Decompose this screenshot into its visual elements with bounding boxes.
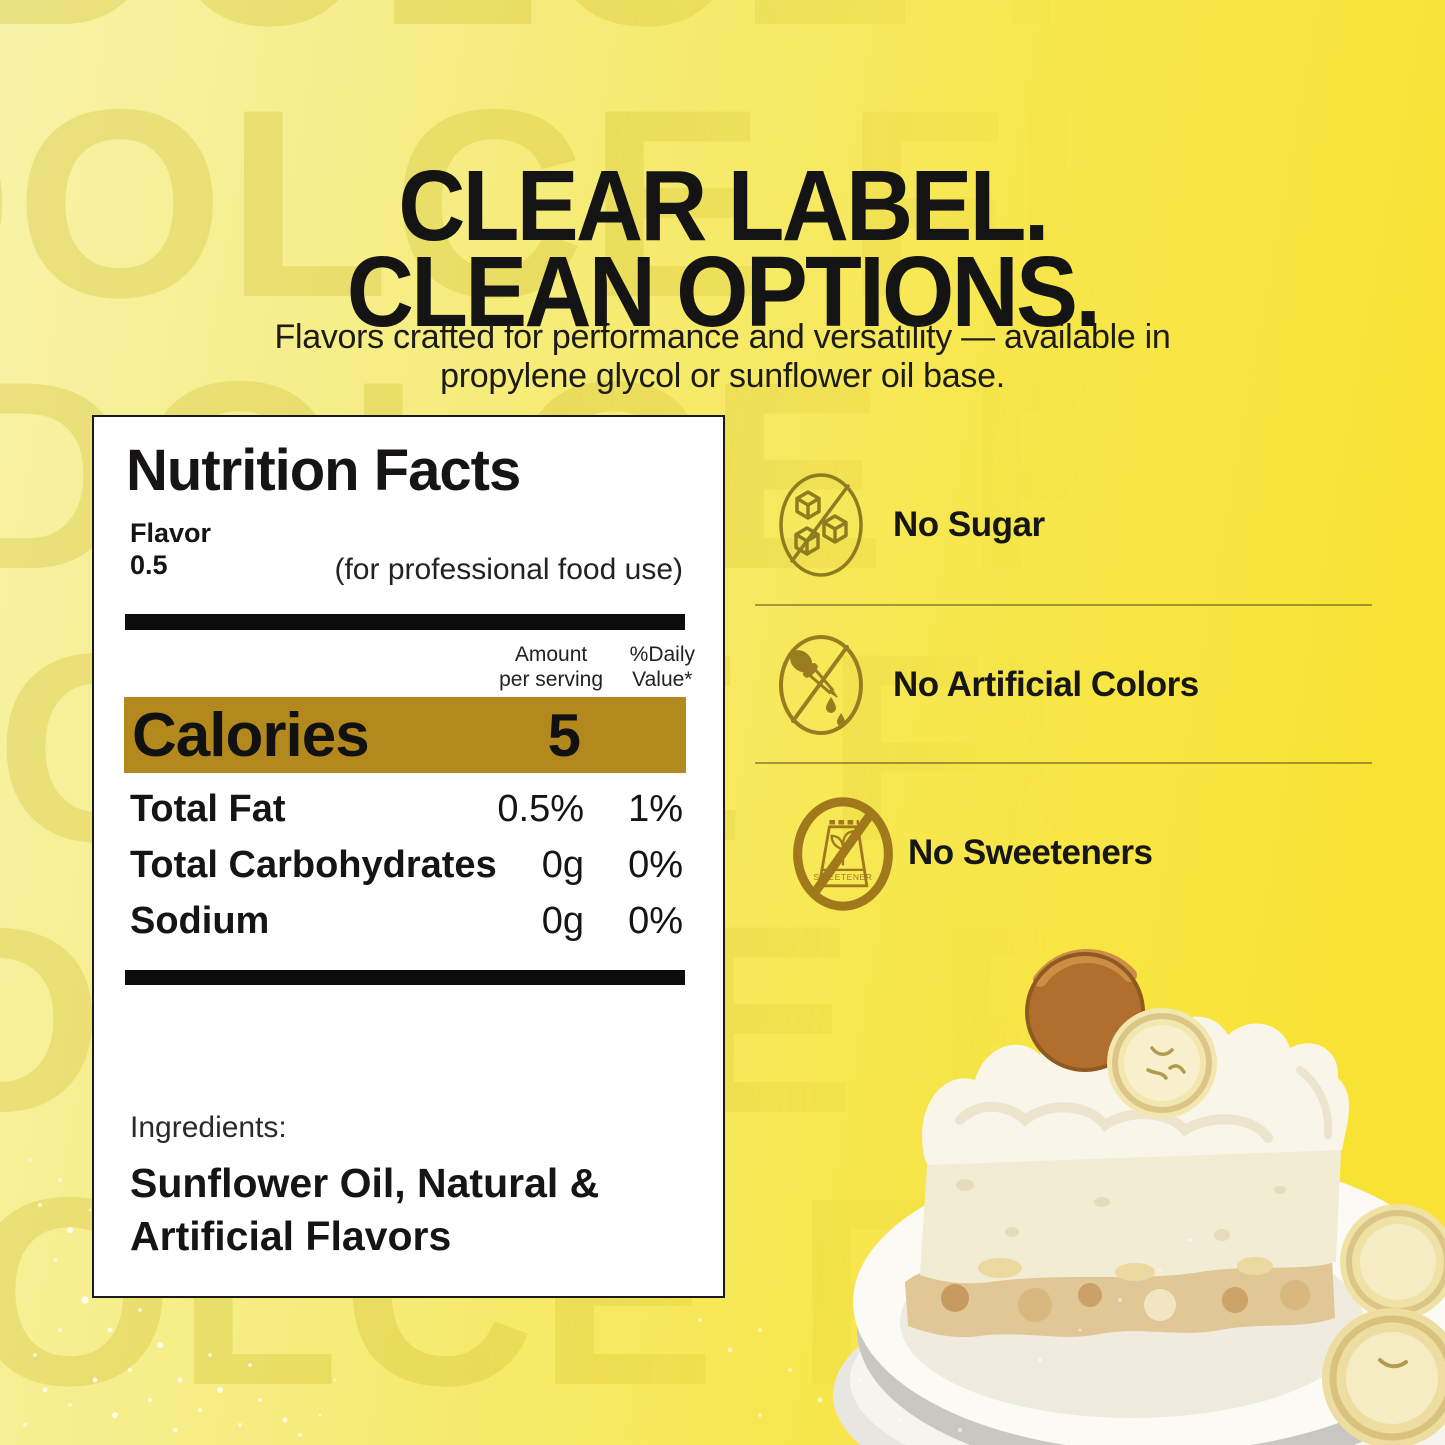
ingredients-line1: Sunflower Oil, Natural & [130,1160,600,1206]
headline: CLEAR LABEL. CLEAN OPTIONS. [51,150,1395,348]
no-sweeteners-icon: SWEETENER [786,795,900,918]
headline-line1: CLEAR LABEL. [398,150,1049,262]
headline-line2: CLEAN OPTIONS. [346,236,1101,348]
dv-header-line1: %Daily [629,643,695,666]
subtitle-line1: Flavors crafted for performance and vers… [274,318,1171,356]
dv-header-line2: Value* [632,667,693,691]
professional-use-note: (for professional food use) [334,553,683,586]
table-row: Total Carbohydrates 0g 0% [130,844,683,894]
ingredients-text: Sunflower Oil, Natural & Artificial Flav… [130,1157,599,1264]
calories-row: Calories 5 [124,697,686,773]
daily-value-column-header: %Daily Value* [630,643,695,693]
calories-value: 5 [547,701,581,769]
divider [755,604,1372,606]
sweetener-bag-text: SWEETENER [814,872,873,882]
nutrient-label: Total Fat [130,788,286,830]
subtitle-line2: propylene glycol or sunflower oil base. [440,357,1005,396]
nutrition-facts-panel: Nutrition Facts Flavor 0.5 (for professi… [92,415,725,1298]
nutrient-dv: 1% [628,788,683,830]
nutrient-amount: 0g [541,900,584,942]
amount-column-header: Amount per serving [499,643,603,693]
nutrient-dv: 0% [628,900,683,942]
flavor-label: Flavor [130,518,212,548]
amount-header-line1: Amount [514,643,588,666]
no-artificial-colors-icon [771,629,871,746]
feature-label-no-sweeteners: No Sweeteners [908,833,1153,872]
feature-label-no-sugar: No Sugar [893,505,1045,544]
calories-label: Calories [132,700,370,770]
watermark-row: DOLCE FLAV DOLCE FLAV [0,0,1445,67]
ingredients-line2: Artificial Flavors [130,1213,452,1260]
divider [755,762,1372,764]
ingredients-label: Ingredients: [130,1111,287,1144]
nutrient-amount: 0g [541,844,584,886]
nutrient-label: Total Carbohydrates [130,844,497,886]
thick-rule [125,614,685,630]
nutrition-facts-title: Nutrition Facts [126,438,521,503]
amount-header-line2: per serving [499,667,603,691]
no-sugar-icon [771,467,871,588]
nutrient-amount: 0.5% [497,788,584,830]
serving-info: Flavor 0.5 [130,517,211,582]
table-row: Sodium 0g 0% [130,900,683,950]
thick-rule [125,970,685,985]
nutrient-label: Sodium [130,900,270,942]
feature-label-no-artificial-colors: No Artificial Colors [893,665,1199,704]
watermark-row: DOLCE FLAV DOLCE FLAV [0,53,1445,353]
flavor-value: 0.5 [130,550,168,581]
nutrient-dv: 0% [628,844,683,886]
table-row: Total Fat 0.5% 1% [130,788,683,838]
subtitle: Flavors crafted for performance and vers… [0,318,1445,397]
